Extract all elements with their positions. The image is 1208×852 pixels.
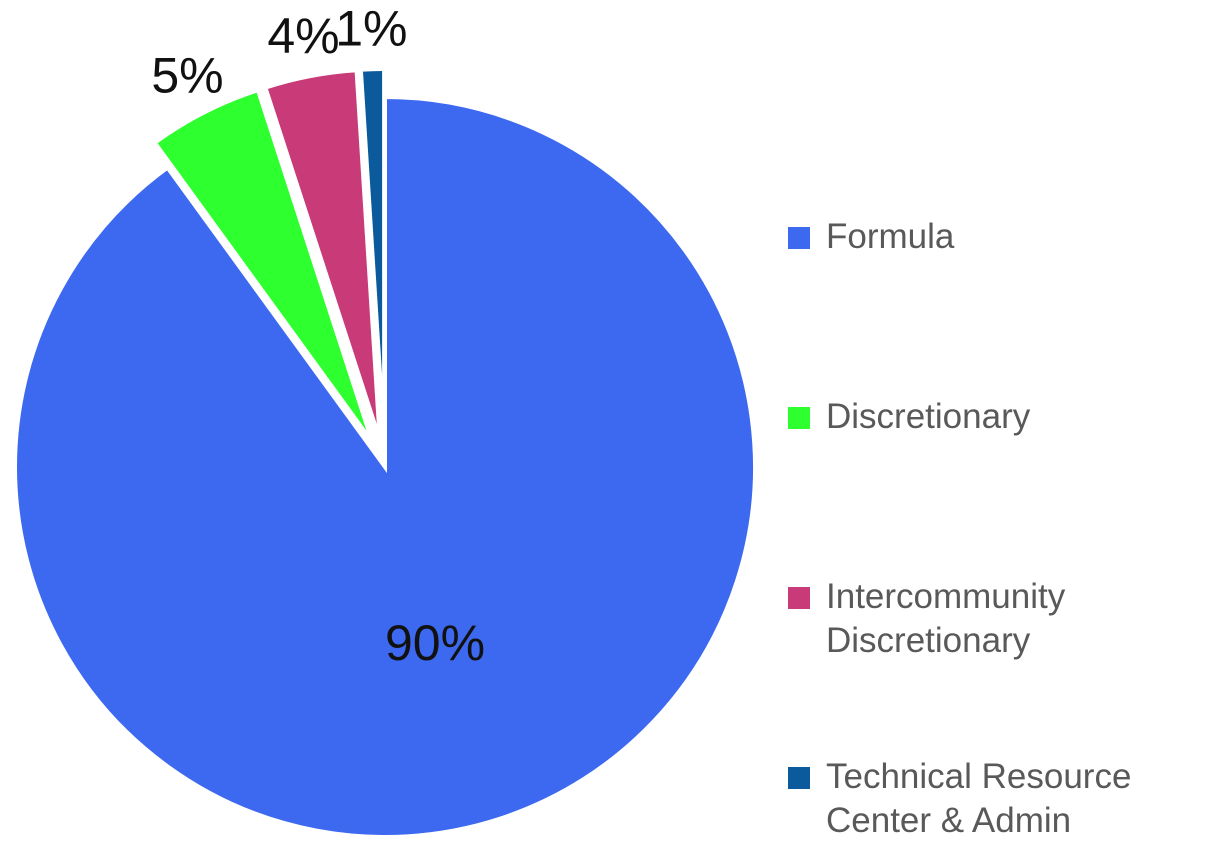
legend-label: Formula (826, 217, 955, 256)
data-label: 1% (335, 0, 407, 56)
legend-item: Technical Resource Center & Admin (788, 755, 1198, 843)
legend-swatch (788, 227, 810, 249)
legend-swatch (788, 587, 810, 609)
legend-item: Intercommunity Discretionary (788, 575, 1198, 663)
pie-slice (262, 68, 382, 441)
legend-item: Discretionary (788, 395, 1198, 439)
pie-slice (358, 67, 387, 440)
legend-label: Intercommunity Discretionary (826, 577, 1066, 660)
pie-slice (13, 94, 757, 839)
legend-swatch (788, 767, 810, 789)
legend-swatch (788, 407, 810, 429)
data-label: 90% (385, 615, 485, 671)
data-label: 4% (267, 8, 339, 64)
legend-label: Discretionary (826, 397, 1031, 436)
legend-label: Technical Resource Center & Admin (826, 757, 1132, 840)
data-label: 5% (151, 48, 223, 104)
chart: 90% 5% 4%1% (13, 0, 757, 839)
pie-slice (152, 87, 375, 444)
legend-item: Formula (788, 215, 1198, 259)
